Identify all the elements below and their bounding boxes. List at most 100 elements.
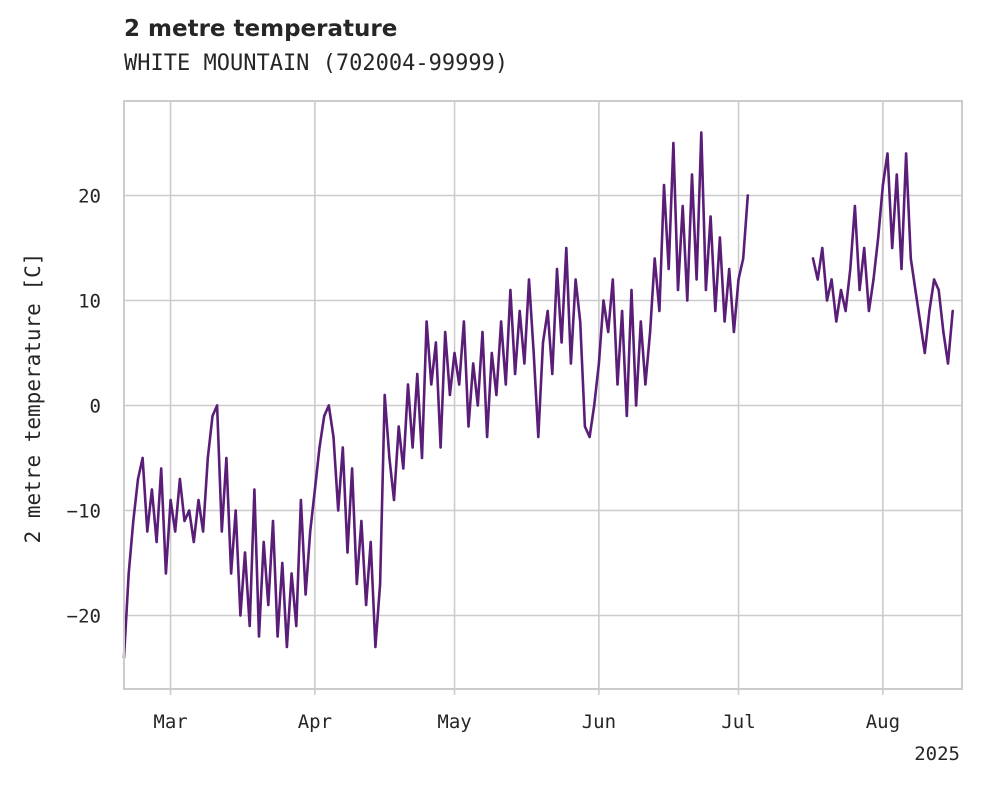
data-point: [681, 204, 684, 208]
data-point: [732, 330, 736, 334]
data-point: [849, 267, 852, 271]
x-axis: Mar Apr May Jun Jul Aug: [153, 689, 900, 733]
data-point: [923, 351, 926, 355]
data-point: [676, 288, 680, 292]
x-tick-label: Apr: [298, 711, 332, 733]
data-point: [667, 267, 670, 271]
data-point: [174, 530, 177, 533]
data-point: [350, 467, 354, 470]
data-point: [392, 498, 396, 502]
data-point: [411, 446, 414, 449]
data-point: [495, 393, 498, 397]
data-point: [821, 246, 824, 250]
data-point: [648, 330, 652, 334]
data-point: [811, 257, 815, 260]
data-point: [690, 173, 694, 176]
data-point: [639, 320, 642, 323]
data-point: [425, 320, 428, 323]
data-point: [499, 320, 503, 323]
data-point: [835, 320, 838, 323]
data-point: [607, 330, 610, 334]
data-point: [863, 246, 866, 250]
data-point: [248, 624, 251, 628]
data-point: [653, 257, 656, 260]
data-point: [253, 488, 256, 491]
data-point: [546, 309, 549, 313]
data-point: [472, 362, 475, 365]
data-point: [602, 299, 605, 302]
data-point: [155, 540, 158, 544]
data-point: [397, 425, 400, 428]
data-point: [364, 603, 368, 607]
data-point: [728, 267, 731, 271]
data-point: [723, 320, 726, 323]
data-point: [332, 435, 335, 439]
data-point: [839, 288, 843, 292]
data-point: [686, 299, 689, 302]
data-point: [597, 362, 601, 365]
data-point: [183, 519, 186, 523]
data-point: [132, 519, 135, 523]
x-tick-label: May: [437, 711, 471, 733]
data-point: [825, 299, 829, 302]
data-point: [276, 635, 279, 638]
data-point: [504, 383, 507, 386]
y-axis-label: 2 metre temperature [C]: [21, 253, 45, 544]
data-point: [201, 530, 205, 533]
data-point: [192, 540, 195, 544]
data-point: [490, 351, 493, 355]
data-point: [918, 320, 922, 323]
data-point: [434, 341, 438, 344]
data-point: [453, 351, 456, 355]
data-point: [886, 152, 889, 155]
data-point: [406, 383, 410, 386]
data-point: [234, 509, 237, 512]
data-point: [937, 288, 940, 292]
data-point: [746, 194, 749, 197]
x-axis-year-label: 2025: [914, 743, 960, 765]
data-point: [830, 278, 833, 281]
data-point: [458, 383, 461, 386]
data-point: [560, 341, 563, 344]
y-tick-label: −10: [67, 501, 101, 523]
data-point: [737, 278, 740, 281]
data-point: [271, 519, 275, 523]
data-point: [523, 362, 526, 365]
data-point: [481, 330, 484, 334]
data-point: [239, 614, 242, 617]
data-point: [844, 309, 847, 313]
data-point: [295, 624, 298, 628]
data-point: [257, 635, 261, 638]
data-point: [430, 383, 433, 386]
data-point: [323, 414, 326, 418]
data-point: [169, 498, 172, 502]
data-point: [309, 530, 312, 533]
x-tick-label: Mar: [153, 711, 187, 733]
data-point: [742, 257, 745, 260]
data-point: [509, 288, 512, 292]
data-point: [476, 404, 479, 407]
data-point: [313, 488, 317, 491]
data-point: [569, 362, 573, 365]
data-point: [383, 393, 386, 397]
data-point: [444, 330, 447, 334]
data-point: [709, 215, 712, 218]
data-point: [867, 309, 871, 313]
data-point: [909, 257, 912, 260]
data-point: [141, 456, 144, 460]
data-point: [439, 446, 442, 449]
data-point: [718, 236, 722, 239]
data-point: [932, 278, 936, 281]
data-point: [877, 236, 880, 239]
data-point: [160, 467, 163, 470]
data-point: [891, 246, 894, 250]
data-point: [290, 572, 293, 575]
data-point: [644, 383, 647, 386]
data-point: [914, 288, 917, 292]
data-point: [299, 498, 303, 502]
data-point: [215, 404, 219, 407]
data-point: [579, 320, 582, 323]
data-point: [267, 603, 270, 607]
data-point: [304, 593, 307, 596]
